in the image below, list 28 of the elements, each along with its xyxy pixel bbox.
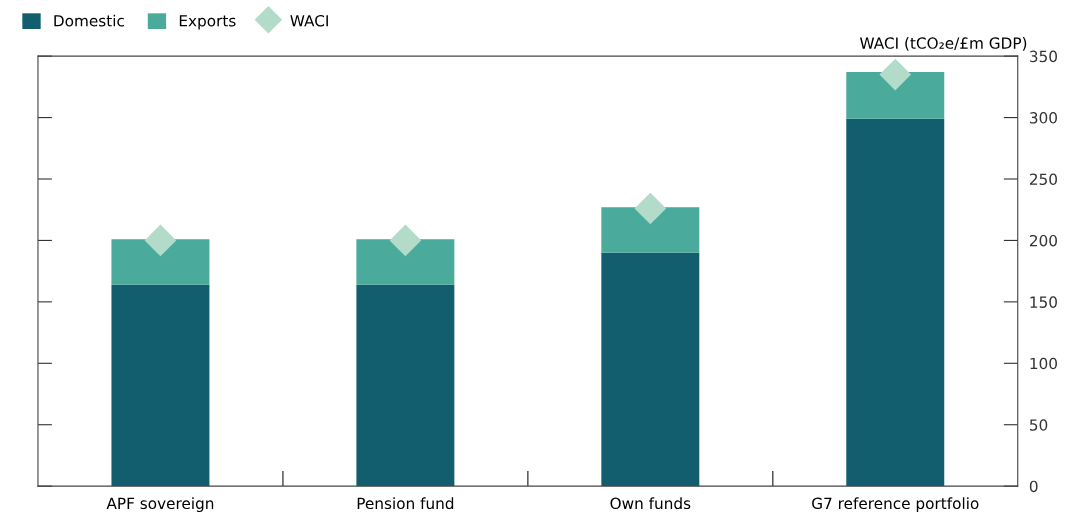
point (144, 224, 177, 257)
y-tick-label: 0 (1029, 480, 1038, 493)
bar (356, 284, 455, 487)
x-tick-label: G7 reference portfolio (812, 497, 979, 513)
point (879, 58, 912, 91)
bar (111, 239, 210, 285)
legend-label: Exports (179, 15, 236, 30)
legend-label: WACI (290, 14, 328, 27)
y-axis-title: WACI (tCO₂e/£m GDP) (860, 37, 1027, 51)
x-tick-label: Pension fund (357, 497, 454, 510)
y-tick-label: 350 (1030, 50, 1057, 63)
legend-label: Domestic (54, 14, 124, 27)
bar (356, 239, 455, 285)
point (389, 224, 422, 257)
y-tick-label: 150 (1030, 296, 1057, 308)
y-tick-label: 250 (1029, 173, 1057, 186)
y-tick-label: 300 (1030, 112, 1057, 124)
x-tick-label: Own funds (610, 497, 691, 510)
y-tick-label: 50 (1030, 419, 1048, 431)
bar (601, 252, 700, 487)
bar (846, 118, 945, 487)
point (634, 192, 667, 225)
y-tick-label: 200 (1029, 234, 1057, 247)
x-tick-label: APF sovereign (106, 497, 214, 513)
bar (601, 207, 700, 253)
bar (111, 284, 210, 487)
bar (846, 72, 945, 119)
y-tick-label: 100 (1030, 357, 1057, 370)
